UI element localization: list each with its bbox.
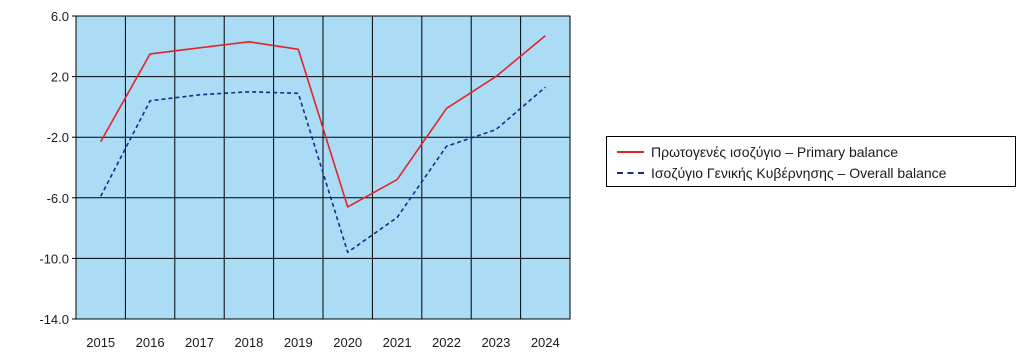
x-tick-label: 2023 bbox=[481, 335, 510, 350]
x-tick-label: 2019 bbox=[284, 335, 313, 350]
y-tick-label: 6.0 bbox=[51, 9, 69, 24]
y-axis-ticks: 6.0 2.0 -2.0 -6.0 -10.0 -14.0 bbox=[39, 9, 76, 327]
x-tick-label: 2015 bbox=[86, 335, 115, 350]
legend-label-primary: Πρωτογενές ισοζύγιο – Primary balance bbox=[651, 144, 899, 160]
y-tick-label: -14.0 bbox=[39, 312, 69, 327]
x-tick-label: 2021 bbox=[383, 335, 412, 350]
gridlines bbox=[76, 15, 570, 320]
x-tick-label: 2016 bbox=[136, 335, 165, 350]
legend-label-overall: Ισοζύγιο Γενικής Κυβέρνησης – Overall ba… bbox=[651, 165, 947, 181]
y-tick-label: -6.0 bbox=[47, 191, 69, 206]
x-tick-label: 2018 bbox=[234, 335, 263, 350]
x-tick-label: 2022 bbox=[432, 335, 461, 350]
y-tick-label: -10.0 bbox=[39, 251, 69, 266]
legend-swatch-overall bbox=[617, 172, 644, 174]
legend-item-primary: Πρωτογενές ισοζύγιο – Primary balance bbox=[617, 142, 898, 162]
x-axis-ticks: 2015 2016 2017 2018 2019 2020 2021 2022 2023 2024 bbox=[86, 335, 560, 350]
x-tick-label: 2017 bbox=[185, 335, 214, 350]
legend-item-overall: Ισοζύγιο Γενικής Κυβέρνησης – Overall ba… bbox=[617, 163, 946, 183]
primary-balance-line bbox=[100, 35, 546, 208]
overall-balance-line bbox=[99, 86, 546, 254]
legend-swatch-primary bbox=[617, 151, 644, 153]
series-lines bbox=[99, 35, 546, 254]
y-tick-label: -2.0 bbox=[47, 130, 69, 145]
x-tick-label: 2024 bbox=[531, 335, 560, 350]
y-tick-label: 2.0 bbox=[51, 70, 69, 85]
legend: Πρωτογενές ισοζύγιο – Primary balance Ισ… bbox=[606, 136, 1016, 187]
x-tick-label: 2020 bbox=[333, 335, 362, 350]
plot-border bbox=[75, 15, 571, 320]
